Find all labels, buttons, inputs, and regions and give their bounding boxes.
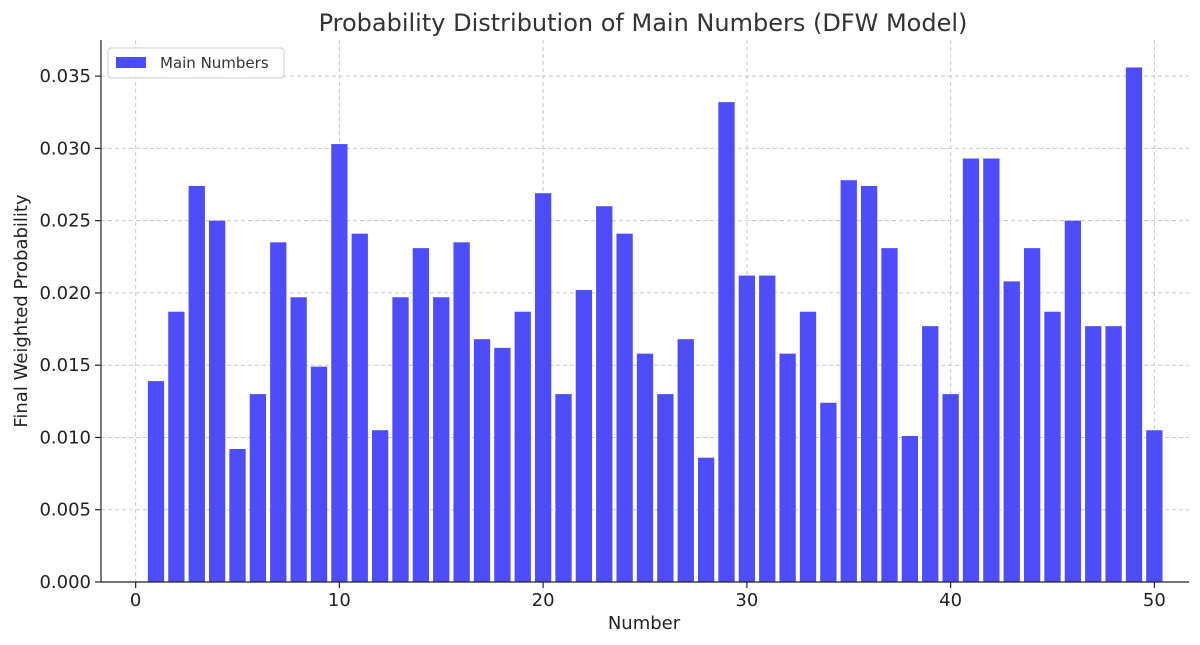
x-tick-label: 10 bbox=[328, 590, 351, 611]
bar bbox=[229, 449, 246, 582]
bar bbox=[799, 311, 817, 582]
chart-title: Probability Distribution of Main Numbers… bbox=[319, 9, 968, 37]
bar bbox=[840, 180, 857, 582]
bar bbox=[412, 248, 430, 583]
bar bbox=[962, 158, 980, 582]
y-tick-label: 0.020 bbox=[39, 283, 91, 304]
y-tick-label: 0.010 bbox=[39, 427, 91, 448]
y-tick-label: 0.005 bbox=[39, 500, 91, 521]
x-tick-label: 50 bbox=[1143, 590, 1166, 611]
bar bbox=[1105, 326, 1122, 582]
x-tick-label: 0 bbox=[130, 590, 141, 611]
bar bbox=[657, 394, 674, 582]
bar bbox=[494, 347, 511, 582]
bar bbox=[901, 436, 919, 582]
bar bbox=[1023, 248, 1041, 583]
bar bbox=[759, 275, 776, 582]
axes bbox=[95, 40, 1189, 588]
x-tick-label: 20 bbox=[532, 590, 555, 611]
bar bbox=[922, 326, 939, 582]
legend-label: Main Numbers bbox=[160, 54, 269, 72]
bar bbox=[433, 297, 450, 582]
bar bbox=[718, 102, 735, 583]
bar bbox=[555, 394, 572, 582]
bar bbox=[860, 185, 878, 582]
bars bbox=[147, 67, 1163, 583]
bar bbox=[351, 233, 368, 582]
bar bbox=[596, 206, 613, 583]
bar bbox=[697, 457, 715, 582]
y-tick-label: 0.000 bbox=[39, 572, 91, 593]
bar bbox=[147, 381, 165, 582]
bar bbox=[168, 311, 185, 582]
tick-labels: 0 10 20 30 40 50 0.000 0.005 0.010 0.015 0.020 0.02… bbox=[39, 66, 1165, 611]
legend: Main Numbers bbox=[107, 47, 285, 79]
bar bbox=[636, 353, 654, 582]
x-axis-label: Number bbox=[608, 613, 681, 634]
bar bbox=[249, 394, 267, 582]
bar bbox=[881, 248, 898, 583]
bar bbox=[290, 297, 307, 582]
bar bbox=[1146, 430, 1163, 582]
bar bbox=[1044, 311, 1061, 582]
bar bbox=[331, 144, 348, 582]
y-tick-label: 0.035 bbox=[39, 66, 91, 87]
bar bbox=[208, 220, 226, 582]
bar bbox=[820, 402, 837, 582]
bar bbox=[371, 430, 389, 582]
bar bbox=[473, 339, 491, 582]
bar bbox=[738, 275, 756, 582]
y-tick-label: 0.015 bbox=[39, 355, 91, 376]
y-tick-label: 0.025 bbox=[39, 211, 91, 232]
legend-box bbox=[107, 47, 285, 79]
bar bbox=[310, 366, 328, 582]
legend-swatch bbox=[116, 57, 146, 68]
bar bbox=[392, 297, 409, 582]
bar bbox=[514, 311, 531, 582]
bar bbox=[983, 158, 1000, 582]
bar bbox=[616, 233, 633, 582]
bar bbox=[270, 242, 287, 582]
bar bbox=[1064, 220, 1082, 582]
bar bbox=[453, 242, 470, 582]
bar bbox=[942, 394, 959, 582]
x-tick-label: 30 bbox=[735, 590, 758, 611]
bar bbox=[677, 339, 694, 582]
bar bbox=[575, 290, 593, 582]
bar bbox=[1125, 67, 1143, 583]
bar bbox=[534, 193, 552, 583]
bar bbox=[779, 353, 796, 582]
bar bbox=[1085, 326, 1102, 582]
y-tick-label: 0.030 bbox=[39, 138, 91, 159]
bar bbox=[1003, 281, 1020, 582]
bar bbox=[188, 185, 205, 582]
x-tick-label: 40 bbox=[939, 590, 962, 611]
y-axis-label: Final Weighted Probability bbox=[11, 194, 32, 428]
